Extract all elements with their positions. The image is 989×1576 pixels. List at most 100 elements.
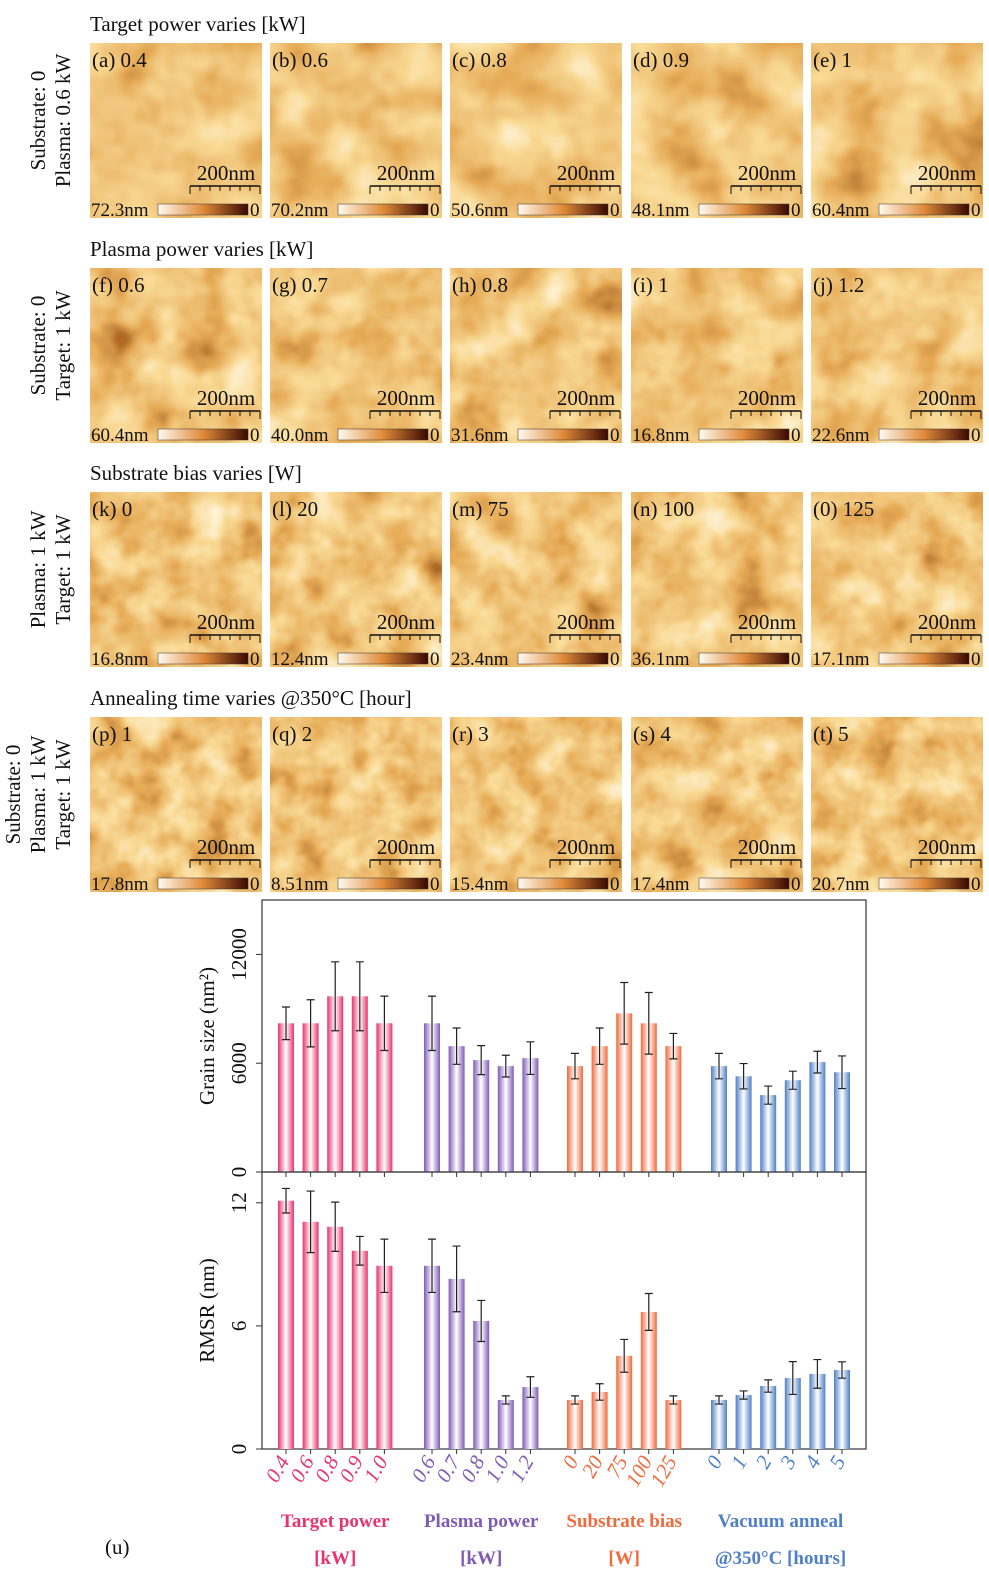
afm-image: [90, 717, 262, 892]
error-bar: [380, 995, 389, 1052]
bar: [640, 1311, 657, 1449]
panel-label: (g) 0.7: [272, 273, 328, 297]
error-bar: [715, 1052, 723, 1080]
panel-label: (s) 4: [633, 722, 671, 746]
afm-image: [270, 492, 442, 667]
error-bar: [739, 1390, 748, 1400]
bar: [376, 1023, 393, 1172]
error-bar: [477, 1045, 486, 1076]
error-bar: [501, 1395, 510, 1405]
afm-image: [450, 492, 622, 667]
error-bar: [595, 1383, 604, 1401]
afm-image: [450, 43, 622, 218]
colorbar-max: 48.1nm: [632, 200, 690, 221]
afm-image: [811, 492, 983, 667]
colorbar-min: 0: [971, 649, 981, 670]
y-tick-label: 0: [227, 1167, 251, 1178]
bar: [760, 1095, 777, 1172]
colorbar-min: 0: [610, 425, 620, 446]
bar: [784, 1378, 801, 1449]
bar: [327, 1226, 344, 1449]
y-tick-label: 12: [227, 1192, 251, 1213]
group-label: Substrate bias: [566, 1511, 682, 1532]
row-title: Target power varies [kW]: [90, 12, 306, 36]
scale-bar-label: 200nm: [197, 610, 255, 634]
error-bar: [813, 1050, 822, 1074]
row-condition: Substrate: 0: [26, 71, 50, 171]
colorbar-max: 40.0nm: [271, 425, 329, 446]
colorbar-min: 0: [250, 425, 260, 446]
colorbar: [337, 203, 429, 216]
panel-label: (b) 0.6: [272, 48, 328, 72]
error-bar: [282, 1187, 290, 1214]
colorbar-min: 0: [610, 200, 620, 221]
bar: [278, 1200, 294, 1449]
bar: [809, 1062, 826, 1172]
scale-bar-label: 200nm: [738, 610, 796, 634]
error-bar: [306, 999, 315, 1048]
error-bar: [355, 1235, 364, 1266]
x-tick-label: 1.2: [505, 1451, 539, 1486]
group-label: Target power: [281, 1511, 390, 1532]
colorbar: [157, 877, 249, 890]
group-label: Plasma power: [424, 1511, 539, 1532]
error-bar: [764, 1085, 773, 1105]
colorbar-max: 50.6nm: [451, 200, 509, 221]
bar: [567, 1399, 583, 1449]
colorbar-max: 20.7nm: [812, 874, 870, 895]
plot-frame: [261, 1171, 867, 1450]
panel-label: (p) 1: [92, 722, 132, 746]
panel-label: (n) 100: [633, 497, 694, 521]
colorbar: [517, 877, 609, 890]
error-bar: [428, 1238, 436, 1294]
afm-image: [631, 268, 803, 443]
group-unit: @350°C [hours]: [715, 1548, 846, 1569]
x-tick-label: 4: [800, 1451, 826, 1473]
bar: [711, 1399, 727, 1449]
colorbar-min: 0: [791, 649, 801, 670]
panel-label: (l) 20: [272, 497, 318, 521]
row-title: Substrate bias varies [W]: [90, 461, 302, 485]
colorbar-min: 0: [791, 200, 801, 221]
colorbar: [517, 428, 609, 441]
error-bar: [788, 1070, 797, 1090]
panel-label: (r) 3: [452, 722, 489, 746]
bar: [497, 1399, 514, 1449]
colorbar-min: 0: [791, 425, 801, 446]
bar: [448, 1046, 465, 1172]
bar: [809, 1373, 826, 1449]
error-bar: [331, 961, 340, 1032]
y-axis-label: Grain size (nm²): [195, 967, 219, 1105]
colorbar-max: 60.4nm: [91, 425, 149, 446]
colorbar-min: 0: [430, 649, 440, 670]
error-bar: [739, 1062, 748, 1090]
colorbar-min: 0: [791, 874, 801, 895]
error-bar: [813, 1358, 822, 1389]
panel-label: (u): [105, 1535, 130, 1559]
y-tick-label: 6000: [227, 1042, 251, 1084]
scale-bar-label: 200nm: [918, 835, 976, 859]
scale-bar-label: 200nm: [557, 835, 615, 859]
colorbar-min: 0: [610, 649, 620, 670]
afm-image: [90, 43, 262, 218]
panel-label: (m) 75: [452, 497, 509, 521]
error-bar: [501, 1054, 510, 1078]
error-bar: [282, 1006, 290, 1041]
bar: [665, 1046, 682, 1172]
colorbar-max: 8.51nm: [271, 874, 329, 895]
bar: [640, 1023, 657, 1172]
panel-label: (d) 0.9: [633, 48, 689, 72]
colorbar-min: 0: [250, 200, 260, 221]
group-unit: [kW]: [460, 1548, 502, 1569]
afm-image: [811, 43, 983, 218]
colorbar-max: 23.4nm: [451, 649, 509, 670]
colorbar-min: 0: [610, 874, 620, 895]
group-label: Vacuum anneal: [718, 1511, 843, 1532]
afm-image: [270, 717, 442, 892]
colorbar-min: 0: [430, 874, 440, 895]
panel-label: (a) 0.4: [92, 48, 147, 72]
bar: [522, 1058, 539, 1172]
scale-bar-label: 200nm: [918, 161, 976, 185]
colorbar-max: 15.4nm: [451, 874, 509, 895]
